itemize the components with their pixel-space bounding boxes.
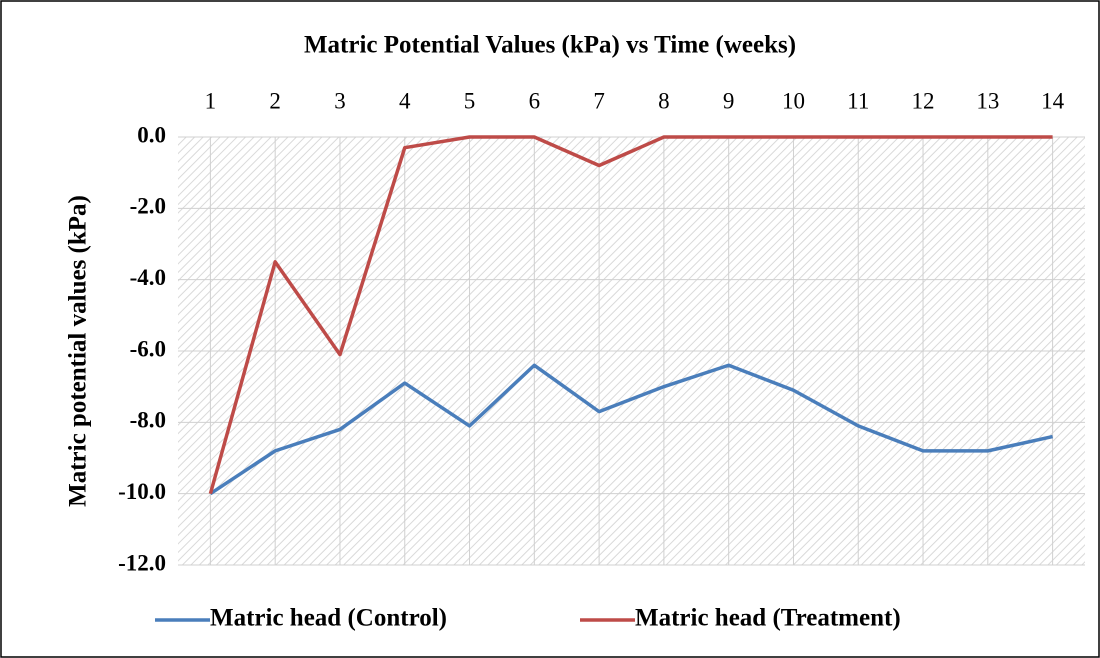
x-tick-label: 12 (912, 88, 935, 113)
x-tick-label: 13 (976, 88, 999, 113)
legend-label: Matric head (Control) (210, 605, 447, 632)
chart-title: Matric Potential Values (kPa) vs Time (w… (304, 32, 796, 59)
x-tick-label: 8 (658, 88, 670, 113)
y-axis-label: Matric potential values (kPa) (65, 195, 92, 507)
data-line (208, 135, 1053, 495)
y-tick-label: -6.0 (130, 336, 166, 361)
x-tick-label: 1 (205, 88, 217, 113)
x-tick-label: 2 (269, 88, 281, 113)
x-tick-label: 6 (529, 88, 541, 113)
x-tick-label: 5 (464, 88, 476, 113)
y-tick-label: -4.0 (130, 265, 166, 290)
y-tick-label: -2.0 (130, 194, 166, 219)
x-tick-label: 9 (723, 88, 735, 113)
y-tick-label: -10.0 (118, 479, 166, 504)
x-tick-label: 14 (1041, 88, 1065, 113)
y-tick-label: -8.0 (130, 408, 166, 433)
x-tick-label: 3 (334, 88, 346, 113)
x-tick-label: 4 (399, 88, 411, 113)
y-tick-label: 0.0 (137, 122, 166, 147)
data-line (209, 363, 1053, 496)
legend-label: Matric head (Treatment) (635, 605, 901, 632)
x-tick-label: 7 (593, 88, 605, 113)
y-tick-label: -12.0 (118, 550, 166, 575)
x-tick-label: 11 (847, 88, 869, 113)
x-tick-label: 10 (782, 88, 805, 113)
